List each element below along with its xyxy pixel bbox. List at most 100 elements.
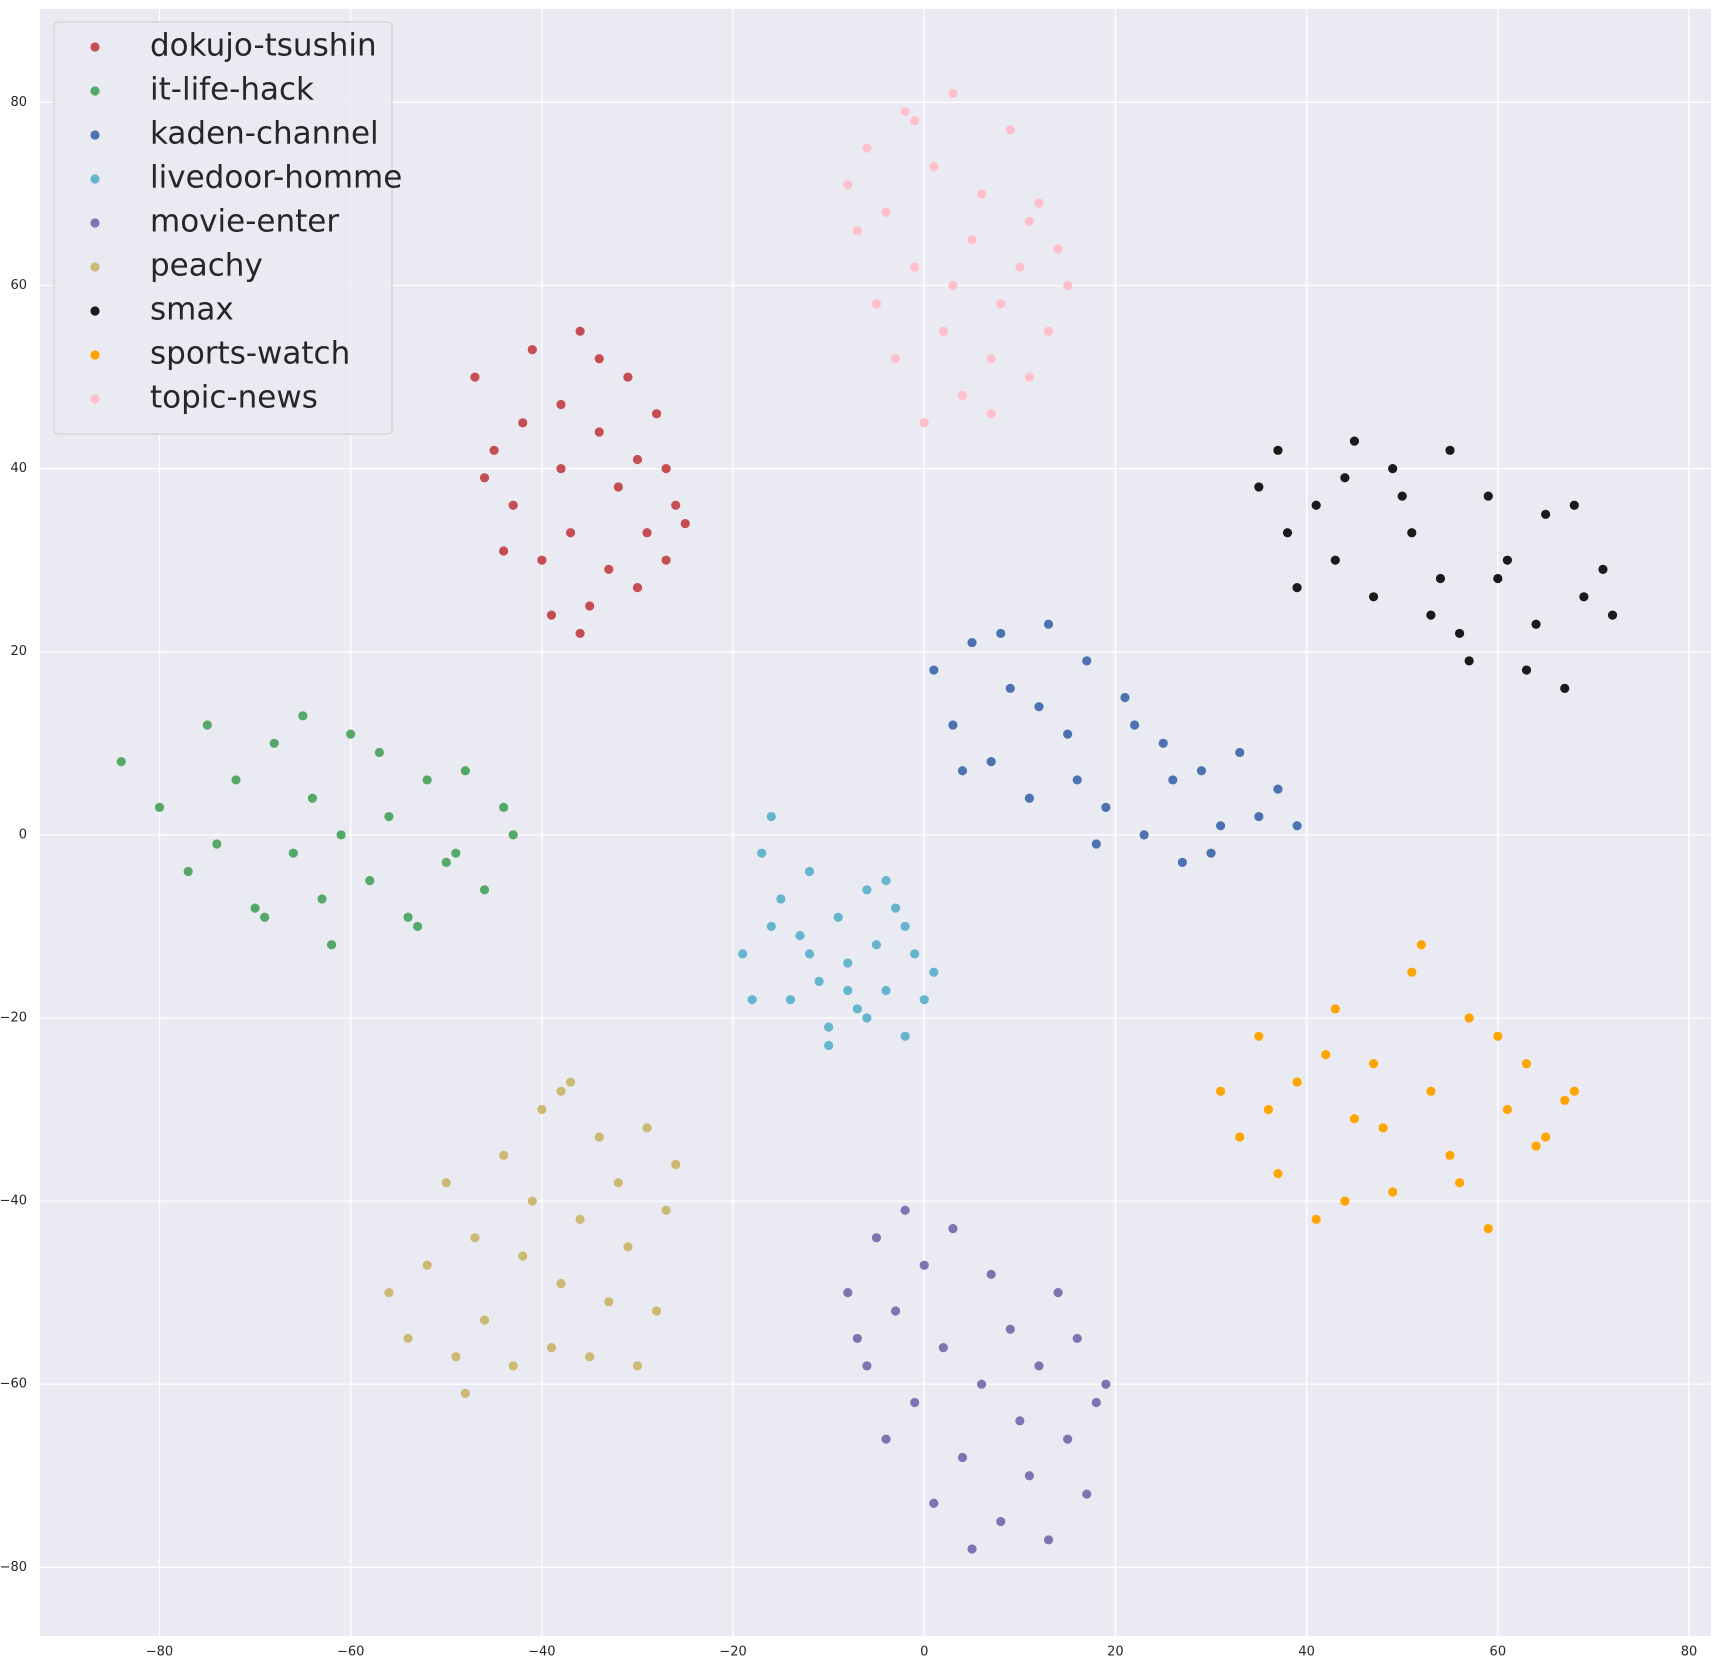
scatter-point bbox=[757, 848, 767, 858]
scatter-point bbox=[843, 1288, 853, 1298]
scatter-point bbox=[881, 985, 891, 996]
scatter-point bbox=[317, 894, 327, 904]
scatter-point bbox=[632, 1361, 643, 1371]
x-tick-label: 0 bbox=[920, 1645, 928, 1660]
scatter-point bbox=[231, 775, 241, 785]
legend-marker bbox=[90, 306, 100, 316]
scatter-point bbox=[1158, 738, 1168, 748]
scatter-point bbox=[1005, 125, 1015, 135]
legend-label: it-life-hack bbox=[150, 72, 314, 108]
points bbox=[116, 88, 1618, 1554]
scatter-point bbox=[604, 564, 614, 574]
x-tick-label: −20 bbox=[719, 1645, 746, 1660]
scatter-point bbox=[518, 1251, 528, 1261]
scatter-point bbox=[1129, 720, 1140, 730]
scatter-point bbox=[986, 757, 996, 767]
x-tick-label: 20 bbox=[1107, 1645, 1124, 1660]
x-tick-label: −80 bbox=[146, 1645, 173, 1660]
x-tick-label: 80 bbox=[1681, 1645, 1698, 1660]
scatter-point bbox=[346, 729, 356, 739]
scatter-point bbox=[479, 1315, 490, 1325]
scatter-point bbox=[489, 445, 499, 455]
scatter-point bbox=[881, 207, 891, 217]
scatter-point bbox=[441, 1178, 451, 1188]
scatter-point bbox=[451, 1352, 461, 1362]
scatter-point bbox=[1531, 619, 1541, 629]
scatter-point bbox=[1378, 1123, 1388, 1133]
scatter-point bbox=[929, 967, 939, 977]
scatter-point bbox=[862, 1013, 872, 1023]
scatter-point bbox=[613, 1178, 623, 1188]
scatter-point bbox=[900, 1031, 910, 1041]
y-tick-label: 80 bbox=[10, 95, 27, 110]
scatter-point bbox=[1292, 583, 1302, 593]
scatter-point bbox=[594, 427, 604, 437]
scatter-point bbox=[1397, 491, 1407, 501]
legend-marker bbox=[90, 218, 100, 228]
scatter-point bbox=[1426, 1086, 1436, 1096]
scatter-point bbox=[1034, 702, 1044, 712]
scatter-point bbox=[508, 500, 518, 510]
scatter-point bbox=[1024, 1471, 1035, 1481]
y-tick-label: −80 bbox=[0, 1560, 27, 1575]
legend-marker bbox=[90, 130, 100, 140]
scatter-point bbox=[1464, 656, 1474, 666]
scatter-point bbox=[986, 409, 996, 419]
scatter-point bbox=[585, 1352, 595, 1362]
scatter-point bbox=[871, 299, 882, 309]
scatter-point bbox=[1082, 1489, 1092, 1499]
scatter-point bbox=[910, 262, 920, 272]
legend-marker bbox=[90, 42, 100, 52]
scatter-point bbox=[1101, 1379, 1111, 1389]
scatter-point bbox=[1483, 1223, 1493, 1234]
scatter-point bbox=[632, 583, 643, 593]
ticks: −80 −60 −40 −20 0 20 40 60 80 −80 −60 −40 −20 0 20 40 60… bbox=[0, 95, 1697, 1660]
y-tick-label: −40 bbox=[0, 1194, 27, 1209]
scatter-point bbox=[948, 280, 958, 291]
scatter-point bbox=[518, 418, 528, 428]
scatter-point bbox=[585, 601, 595, 611]
scatter-point bbox=[1340, 473, 1350, 483]
scatter-point bbox=[890, 903, 901, 913]
scatter-point bbox=[661, 1205, 671, 1215]
scatter-point bbox=[900, 1205, 910, 1215]
scatter-point bbox=[1445, 1150, 1455, 1160]
scatter-point bbox=[738, 949, 748, 959]
scatter-point bbox=[623, 372, 633, 382]
scatter-point bbox=[1063, 729, 1073, 739]
scatter-point bbox=[556, 1278, 566, 1289]
scatter-point bbox=[336, 830, 346, 840]
scatter-point bbox=[1435, 573, 1446, 584]
scatter-point bbox=[623, 1242, 633, 1252]
scatter-point bbox=[499, 802, 509, 812]
scatter-point bbox=[1043, 326, 1054, 336]
scatter-point bbox=[613, 482, 623, 492]
scatter-point bbox=[556, 399, 566, 410]
scatter-point bbox=[183, 866, 193, 877]
scatter-point bbox=[1598, 564, 1608, 574]
legend-label: topic-news bbox=[150, 380, 318, 416]
scatter-point bbox=[1340, 1196, 1350, 1206]
scatter-point bbox=[116, 757, 126, 767]
scatter-point bbox=[1235, 747, 1245, 758]
scatter-point bbox=[154, 802, 165, 812]
scatter-point bbox=[1569, 1086, 1579, 1096]
scatter-point bbox=[1091, 1397, 1101, 1408]
scatter-point bbox=[661, 464, 671, 474]
scatter-point bbox=[1091, 839, 1101, 849]
scatter-point bbox=[910, 949, 920, 959]
x-tick-label: −60 bbox=[337, 1645, 364, 1660]
scatter-point bbox=[594, 354, 604, 364]
scatter-point bbox=[1311, 500, 1321, 510]
scatter-point bbox=[479, 885, 490, 895]
scatter-point bbox=[1560, 1095, 1570, 1105]
scatter-point bbox=[910, 116, 920, 126]
legend-label: peachy bbox=[150, 248, 263, 284]
scatter-point bbox=[1254, 1031, 1264, 1041]
scatter-point bbox=[881, 1434, 891, 1444]
scatter-point bbox=[871, 1233, 882, 1243]
scatter-point bbox=[1292, 821, 1302, 831]
scatter-point bbox=[1569, 500, 1579, 510]
scatter-point bbox=[565, 528, 576, 538]
